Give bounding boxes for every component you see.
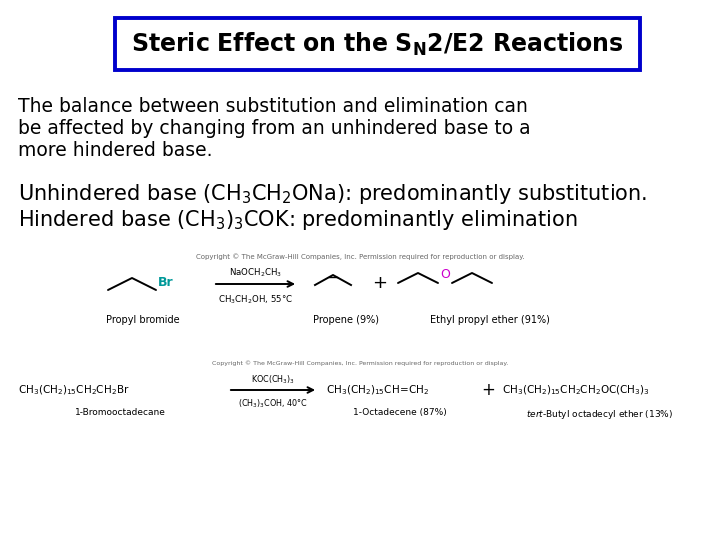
Text: be affected by changing from an unhindered base to a: be affected by changing from an unhinder… bbox=[18, 119, 531, 138]
Text: (CH$_3$)$_3$COH, 40°C: (CH$_3$)$_3$COH, 40°C bbox=[238, 397, 308, 409]
Text: $\bf{Steric\ Effect\ on\ the\ S_N2/E2\ Reactions}$: $\bf{Steric\ Effect\ on\ the\ S_N2/E2\ R… bbox=[131, 30, 624, 58]
Text: NaOCH$_2$CH$_3$: NaOCH$_2$CH$_3$ bbox=[229, 267, 282, 279]
Text: more hindered base.: more hindered base. bbox=[18, 141, 212, 160]
Text: CH$_3$(CH$_2$)$_{15}$CH$_2$CH$_2$Br: CH$_3$(CH$_2$)$_{15}$CH$_2$CH$_2$Br bbox=[18, 383, 130, 397]
Text: Copyright © The McGraw-Hill Companies, Inc. Permission required for reproduction: Copyright © The McGraw-Hill Companies, I… bbox=[196, 253, 524, 260]
Text: O: O bbox=[440, 268, 450, 281]
Text: CH$_3$(CH$_2$)$_{15}$CH$_2$CH$_2$OC(CH$_3$)$_3$: CH$_3$(CH$_2$)$_{15}$CH$_2$CH$_2$OC(CH$_… bbox=[502, 383, 649, 397]
Text: $\it{tert}$-Butyl octadecyl ether (13%): $\it{tert}$-Butyl octadecyl ether (13%) bbox=[526, 408, 674, 421]
Text: Copyright © The McGraw-Hill Companies, Inc. Permission required for reproduction: Copyright © The McGraw-Hill Companies, I… bbox=[212, 360, 508, 366]
Text: The balance between substitution and elimination can: The balance between substitution and eli… bbox=[18, 97, 528, 116]
Text: KOC(CH$_3$)$_3$: KOC(CH$_3$)$_3$ bbox=[251, 374, 295, 386]
Text: Propene (9%): Propene (9%) bbox=[313, 315, 379, 325]
Text: Br: Br bbox=[158, 275, 174, 288]
FancyBboxPatch shape bbox=[115, 18, 640, 70]
Text: 1-Octadecene (87%): 1-Octadecene (87%) bbox=[353, 408, 447, 417]
Text: 1-Bromooctadecane: 1-Bromooctadecane bbox=[75, 408, 166, 417]
Text: +: + bbox=[481, 381, 495, 399]
Text: +: + bbox=[372, 274, 387, 292]
Text: CH$_3$CH$_2$OH, 55°C: CH$_3$CH$_2$OH, 55°C bbox=[218, 293, 293, 306]
Text: Propyl bromide: Propyl bromide bbox=[106, 315, 180, 325]
Text: Unhindered base (CH$_3$CH$_2$ONa): predominantly substitution.: Unhindered base (CH$_3$CH$_2$ONa): predo… bbox=[18, 182, 647, 206]
Text: Ethyl propyl ether (91%): Ethyl propyl ether (91%) bbox=[430, 315, 550, 325]
Text: CH$_3$(CH$_2$)$_{15}$CH$\!=\!$CH$_2$: CH$_3$(CH$_2$)$_{15}$CH$\!=\!$CH$_2$ bbox=[326, 383, 429, 397]
Text: Hindered base (CH$_3$)$_3$COK: predominantly elimination: Hindered base (CH$_3$)$_3$COK: predomina… bbox=[18, 208, 577, 232]
